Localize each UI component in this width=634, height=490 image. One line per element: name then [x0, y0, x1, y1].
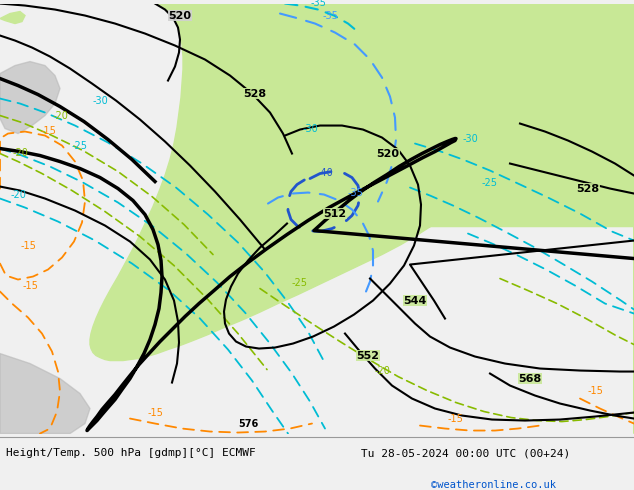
Text: -15: -15 [20, 241, 36, 250]
Text: -30: -30 [302, 123, 318, 134]
Text: -20: -20 [374, 366, 390, 375]
Text: -15: -15 [447, 414, 463, 423]
Polygon shape [0, 12, 25, 24]
Text: -15: -15 [587, 386, 603, 395]
Polygon shape [0, 62, 60, 134]
Text: -35: -35 [322, 11, 338, 21]
Text: 528: 528 [576, 184, 600, 194]
Text: ©weatheronline.co.uk: ©weatheronline.co.uk [431, 480, 556, 490]
Polygon shape [510, 3, 634, 28]
Text: 576: 576 [238, 418, 258, 429]
Text: -15: -15 [40, 125, 56, 136]
Text: -25: -25 [292, 277, 308, 288]
Text: -20: -20 [10, 190, 26, 199]
Text: Height/Temp. 500 hPa [gdmp][°C] ECMWF: Height/Temp. 500 hPa [gdmp][°C] ECMWF [6, 448, 256, 458]
Text: 544: 544 [403, 295, 427, 306]
Text: -40: -40 [317, 168, 333, 177]
Text: -15: -15 [147, 408, 163, 417]
Text: 512: 512 [323, 209, 347, 219]
Text: -25: -25 [482, 177, 498, 188]
Polygon shape [90, 3, 634, 434]
Text: -35: -35 [310, 0, 326, 7]
Polygon shape [0, 354, 90, 434]
Polygon shape [258, 67, 408, 171]
Text: -20: -20 [12, 147, 28, 158]
Text: 528: 528 [243, 89, 266, 98]
Text: -35: -35 [347, 188, 363, 197]
Text: 520: 520 [377, 148, 399, 159]
Text: -30: -30 [462, 134, 478, 144]
Text: 568: 568 [519, 373, 541, 384]
Text: -25: -25 [72, 141, 88, 150]
Text: Tu 28-05-2024 00:00 UTC (00+24): Tu 28-05-2024 00:00 UTC (00+24) [361, 448, 571, 458]
Text: 552: 552 [356, 350, 380, 361]
Text: -15: -15 [22, 281, 38, 291]
Text: -20: -20 [52, 111, 68, 121]
Text: -30: -30 [92, 96, 108, 105]
Text: 520: 520 [169, 11, 191, 21]
